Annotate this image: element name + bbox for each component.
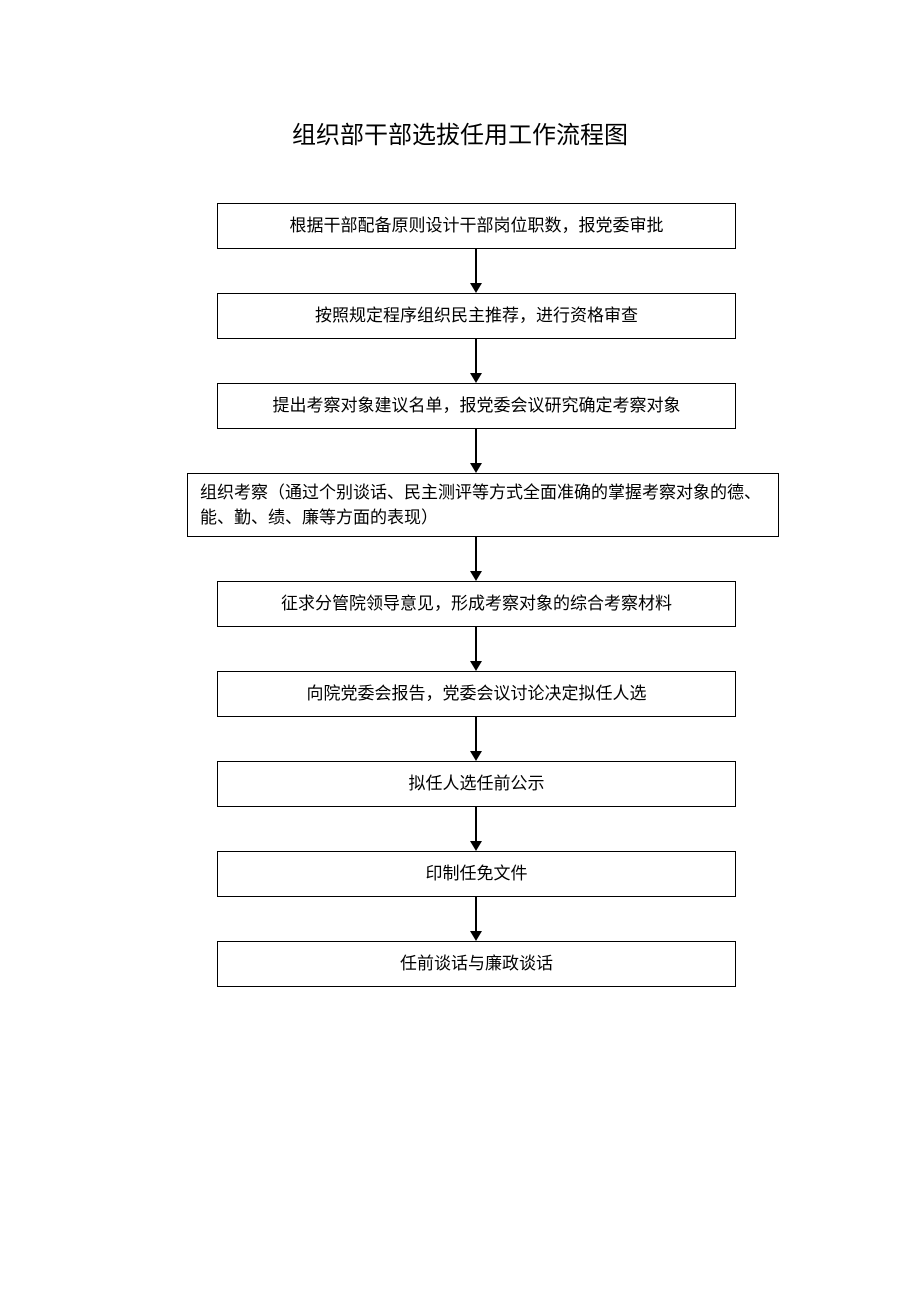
flowchart-node-4: 组织考察（通过个别谈话、民主测评等方式全面准确的掌握考察对象的德、能、勤、绩、廉… [187, 473, 779, 537]
flowchart-node-2: 按照规定程序组织民主推荐，进行资格审查 [217, 293, 736, 339]
node-text: 拟任人选任前公示 [409, 771, 545, 797]
arrow-line [475, 249, 477, 283]
arrow-line [475, 339, 477, 373]
flowchart-node-1: 根据干部配备原则设计干部岗位职数，报党委审批 [217, 203, 736, 249]
flowchart-container: 组织部干部选拔任用工作流程图 根据干部配备原则设计干部岗位职数，报党委审批 按照… [0, 0, 920, 1301]
node-text: 提出考察对象建议名单，报党委会议研究确定考察对象 [273, 393, 681, 419]
arrow-head-icon [470, 571, 482, 581]
node-text: 印制任免文件 [426, 861, 528, 887]
flowchart-node-5: 征求分管院领导意见，形成考察对象的综合考察材料 [217, 581, 736, 627]
arrow-line [475, 627, 477, 661]
node-text: 按照规定程序组织民主推荐，进行资格审查 [315, 303, 638, 329]
node-text: 根据干部配备原则设计干部岗位职数，报党委审批 [290, 213, 664, 239]
arrow-line [475, 429, 477, 463]
flowchart-node-7: 拟任人选任前公示 [217, 761, 736, 807]
arrow-head-icon [470, 463, 482, 473]
arrow-line [475, 717, 477, 751]
flowchart-node-3: 提出考察对象建议名单，报党委会议研究确定考察对象 [217, 383, 736, 429]
arrow-head-icon [470, 841, 482, 851]
node-text: 任前谈话与廉政谈话 [400, 951, 553, 977]
arrow-head-icon [470, 283, 482, 293]
node-text: 组织考察（通过个别谈话、民主测评等方式全面准确的掌握考察对象的德、能、勤、绩、廉… [200, 480, 766, 531]
arrow-head-icon [470, 751, 482, 761]
arrow-line [475, 537, 477, 571]
arrow-line [475, 807, 477, 841]
arrow-line [475, 897, 477, 931]
flowchart-node-8: 印制任免文件 [217, 851, 736, 897]
arrow-head-icon [470, 931, 482, 941]
arrow-head-icon [470, 373, 482, 383]
node-text: 征求分管院领导意见，形成考察对象的综合考察材料 [281, 591, 672, 617]
node-text: 向院党委会报告，党委会议讨论决定拟任人选 [307, 681, 647, 707]
flowchart-title: 组织部干部选拔任用工作流程图 [0, 115, 920, 150]
flowchart-node-9: 任前谈话与廉政谈话 [217, 941, 736, 987]
arrow-head-icon [470, 661, 482, 671]
flowchart-node-6: 向院党委会报告，党委会议讨论决定拟任人选 [217, 671, 736, 717]
